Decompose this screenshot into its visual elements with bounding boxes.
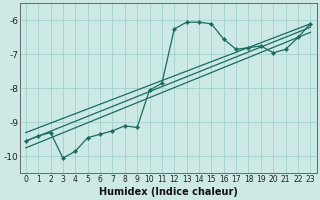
X-axis label: Humidex (Indice chaleur): Humidex (Indice chaleur) xyxy=(99,187,237,197)
